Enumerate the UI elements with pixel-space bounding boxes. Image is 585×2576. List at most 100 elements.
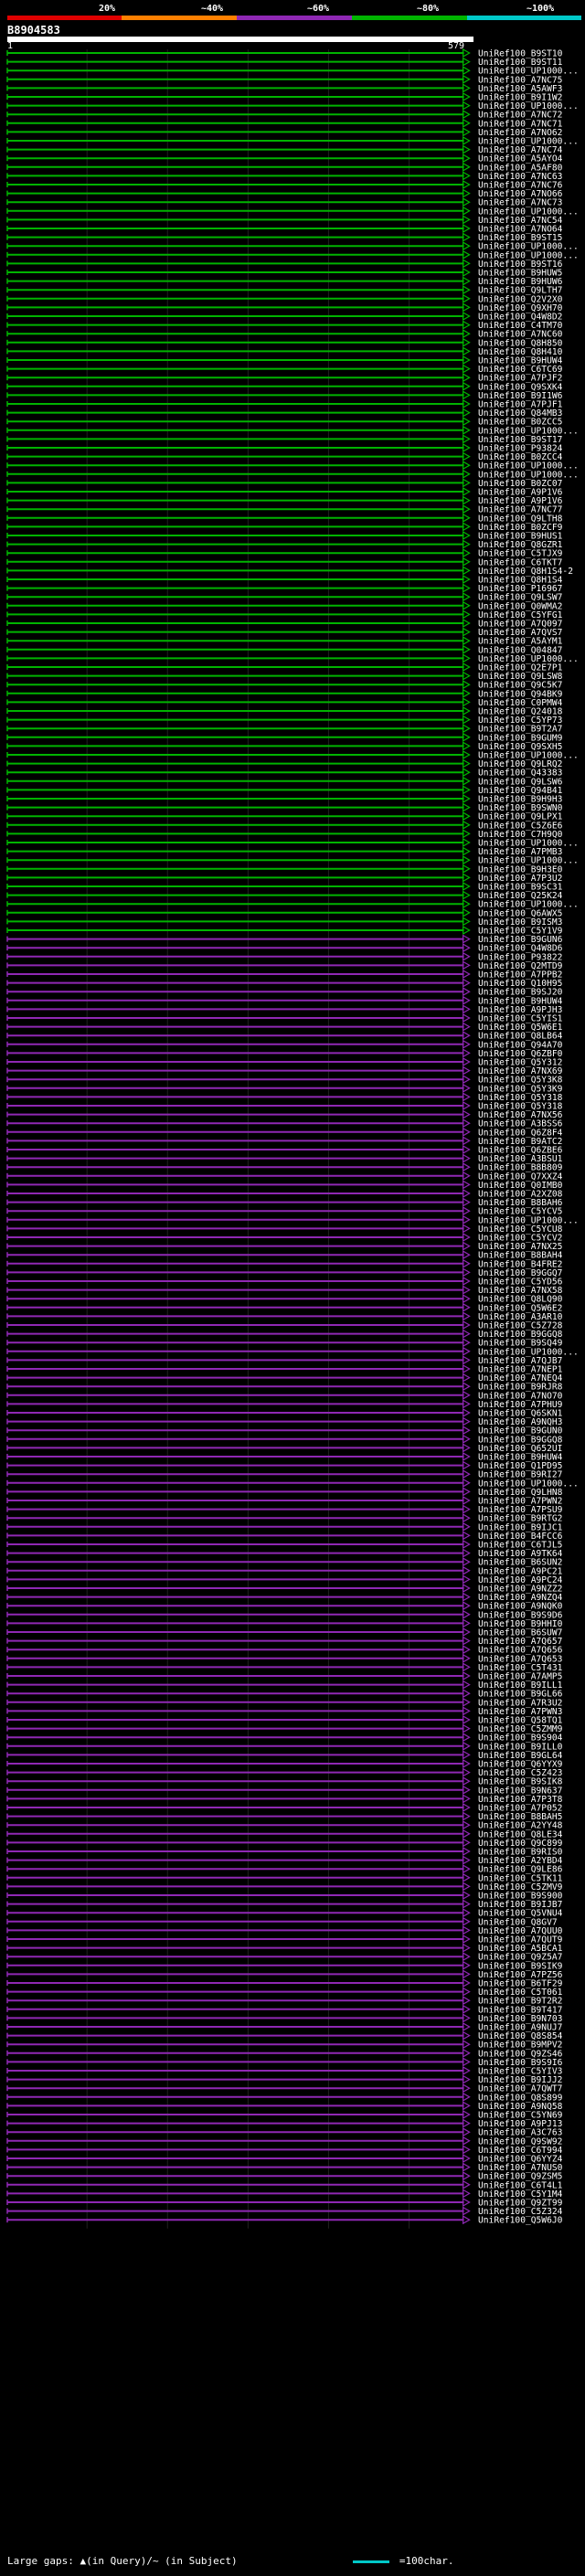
hit-label[interactable]: UniRef100_C5YD56 (478, 1277, 563, 1288)
hit-label[interactable]: UniRef100_P93822 (478, 952, 562, 962)
hit-label[interactable]: UniRef100_Q9LHN8 (478, 1488, 563, 1498)
hit-row[interactable]: UniRef100_B6TF29 (6, 1977, 563, 1989)
hit-label[interactable]: UniRef100_C6TC69 (478, 365, 563, 375)
hit-label[interactable]: UniRef100_A7NC75 (478, 75, 562, 85)
hit-label[interactable]: UniRef100_A2XZ08 (478, 1190, 563, 1200)
hit-label[interactable]: UniRef100_Q8S899 (478, 2093, 563, 2103)
hit-row[interactable]: UniRef100_A7P052 (6, 1802, 562, 1814)
hit-row[interactable]: UniRef100_Q9Z5A7 (6, 1952, 563, 1963)
hit-label[interactable]: UniRef100_A7QVS7 (478, 628, 563, 638)
hit-label[interactable]: UniRef100_B9SIK9 (478, 1961, 563, 1971)
hit-row[interactable]: UniRef100_Q94BK9 (6, 688, 563, 699)
hit-row[interactable]: UniRef100_A7PZ56 (6, 1969, 563, 1980)
hit-row[interactable]: UniRef100_Q5Y318 (6, 1092, 563, 1103)
hit-label[interactable]: UniRef100_Q8LB64 (478, 1032, 563, 1042)
hit-row[interactable]: UniRef100_B0ZCC5 (6, 417, 562, 428)
hit-label[interactable]: UniRef100_A7NEP1 (478, 1365, 563, 1375)
hit-row[interactable]: UniRef100_B9ILL1 (6, 1680, 563, 1691)
hit-row[interactable]: UniRef100_Q2E7P1 (6, 662, 563, 673)
hit-label[interactable]: UniRef100_UP1000... (478, 250, 579, 260)
hit-row[interactable]: UniRef100_B9ISM3 (6, 917, 563, 928)
hit-row[interactable]: UniRef100_A7QVS7 (6, 627, 563, 638)
hit-label[interactable]: UniRef100_B6TF29 (478, 1979, 563, 1989)
hit-label[interactable]: UniRef100_Q652UI (478, 1444, 562, 1454)
hit-row[interactable]: UniRef100_A5AYO4 (6, 154, 563, 164)
hit-row[interactable]: UniRef100_A7PWN3 (6, 1706, 563, 1717)
hit-row[interactable]: UniRef100_Q5VNU4 (6, 1908, 563, 1919)
hit-label[interactable]: UniRef100_Q8H410 (478, 347, 563, 357)
hit-label[interactable]: UniRef100_B9ST11 (478, 58, 563, 68)
hit-row[interactable]: UniRef100_B9RIS0 (6, 1846, 563, 1858)
hit-label[interactable]: UniRef100_B9ILL1 (478, 1680, 563, 1691)
hit-label[interactable]: UniRef100_A7PJF2 (478, 374, 562, 384)
hit-label[interactable]: UniRef100_A9NQK0 (478, 1602, 563, 1612)
hit-row[interactable]: UniRef100_A9NZZ2 (6, 1583, 562, 1595)
hit-row[interactable]: UniRef100_A7QJB7 (6, 1355, 563, 1366)
hit-row[interactable]: UniRef100_B9MPV2 (6, 2040, 562, 2051)
hit-label[interactable]: UniRef100_UP1000... (478, 101, 579, 111)
hit-row[interactable]: UniRef100_A7PMB3 (6, 846, 563, 857)
hit-row[interactable]: UniRef100_A7NO62 (6, 127, 562, 138)
hit-label[interactable]: UniRef100_A7PJF1 (478, 400, 563, 410)
hit-label[interactable]: UniRef100_A7PHU9 (478, 1400, 563, 1410)
hit-row[interactable]: UniRef100_C5TJX9 (6, 548, 563, 559)
hit-row[interactable]: UniRef100_C6TJL5 (6, 1539, 562, 1551)
hit-label[interactable]: UniRef100_B9ATC2 (478, 1137, 562, 1147)
hit-label[interactable]: UniRef100_A7NEQ4 (478, 1373, 563, 1383)
hit-row[interactable]: UniRef100_A7PHU9 (6, 1399, 563, 1410)
hit-label[interactable]: UniRef100_C5T061 (478, 1988, 563, 1998)
hit-label[interactable]: UniRef100_A7Q653 (478, 1654, 563, 1664)
hit-label[interactable]: UniRef100_B9HUW4 (478, 1453, 563, 1463)
hit-label[interactable]: UniRef100_Q2E7P1 (478, 663, 563, 673)
hit-label[interactable]: UniRef100_A7QJB7 (478, 1356, 563, 1366)
hit-label[interactable]: UniRef100_A5AWF3 (478, 84, 563, 94)
hit-label[interactable]: UniRef100_B9HUW6 (478, 277, 563, 287)
hit-row[interactable]: UniRef100_B9HUW4 (6, 995, 563, 1006)
hit-row[interactable]: UniRef100_A2YBD4 (6, 1855, 563, 1866)
hit-row[interactable]: UniRef100_A7NC54 (6, 215, 563, 226)
hit-row[interactable]: UniRef100_Q8GZR1 (6, 539, 563, 550)
hit-row[interactable]: UniRef100_Q6SKN1 (6, 1407, 563, 1419)
hit-row[interactable]: UniRef100_B9IJB7 (6, 1899, 563, 1910)
hit-row[interactable]: UniRef100_C5YD56 (6, 1276, 563, 1288)
hit-row[interactable]: UniRef100_Q5W6E1 (6, 1022, 563, 1033)
hit-label[interactable]: UniRef100_Q94B41 (478, 786, 563, 796)
hit-row[interactable]: UniRef100_Q8H1S4 (6, 574, 563, 586)
hit-row[interactable]: UniRef100_Q8LE34 (6, 1829, 563, 1839)
hit-label[interactable]: UniRef100_UP1000... (478, 242, 579, 252)
hit-row[interactable]: UniRef100_P93824 (6, 442, 563, 454)
hit-row[interactable]: UniRef100_C5Y1M4 (6, 2189, 563, 2200)
hit-row[interactable]: UniRef100_Q9LPX1 (6, 811, 563, 822)
hit-label[interactable]: UniRef100_A7PWN3 (478, 1707, 563, 1717)
hit-label[interactable]: UniRef100_A7QWT7 (478, 2084, 563, 2094)
hit-label[interactable]: UniRef100_A9PJH3 (478, 1005, 563, 1015)
hit-label[interactable]: UniRef100_UP1000... (478, 1215, 579, 1225)
hit-label[interactable]: UniRef100_A9NZQ4 (478, 1593, 563, 1603)
hit-label[interactable]: UniRef100_Q9LRQ2 (478, 759, 562, 769)
hit-label[interactable]: UniRef100_B9GGQ7 (478, 1268, 563, 1278)
hit-label[interactable]: UniRef100_Q6YYZ4 (478, 2155, 563, 2165)
hit-row[interactable]: UniRef100_B9GGQ8 (6, 1434, 563, 1445)
hit-row[interactable]: UniRef100_A9TK64 (6, 1548, 563, 1559)
hit-label[interactable]: UniRef100_Q4W8D6 (478, 944, 563, 954)
hit-row[interactable]: UniRef100_Q1PD95 (6, 1460, 562, 1471)
hit-label[interactable]: UniRef100_A7P3U2 (478, 874, 562, 884)
hit-label[interactable]: UniRef100_B9T417 (478, 2005, 563, 2015)
hit-label[interactable]: UniRef100_A2YY48 (478, 1821, 563, 1831)
hit-row[interactable]: UniRef100_A7NX69 (6, 1065, 563, 1076)
hit-label[interactable]: UniRef100_B9RJR8 (478, 1383, 563, 1393)
hit-label[interactable]: UniRef100_A7NC74 (478, 145, 563, 155)
hit-label[interactable]: UniRef100_C5YP73 (478, 716, 563, 726)
hit-label[interactable]: UniRef100_C6T4L1 (478, 2180, 563, 2190)
hit-row[interactable]: UniRef100_A7PJF1 (6, 398, 563, 410)
hit-row[interactable]: UniRef100_A7AMP5 (6, 1670, 562, 1682)
hit-label[interactable]: UniRef100_A5BCA1 (478, 1944, 563, 1954)
hit-label[interactable]: UniRef100_Q9ZSM5 (478, 2172, 562, 2182)
hit-row[interactable]: UniRef100_C5YCV5 (6, 1206, 562, 1217)
hit-label[interactable]: UniRef100_A7NO64 (478, 225, 563, 235)
hit-label[interactable]: UniRef100_A9P1V6 (478, 488, 563, 498)
hit-label[interactable]: UniRef100_B0ZCF9 (478, 523, 563, 533)
hit-row[interactable]: UniRef100_B9N703 (6, 2013, 563, 2024)
hit-row[interactable]: UniRef100_A7NO64 (6, 223, 563, 235)
hit-label[interactable]: UniRef100_C6TKT7 (478, 557, 563, 567)
